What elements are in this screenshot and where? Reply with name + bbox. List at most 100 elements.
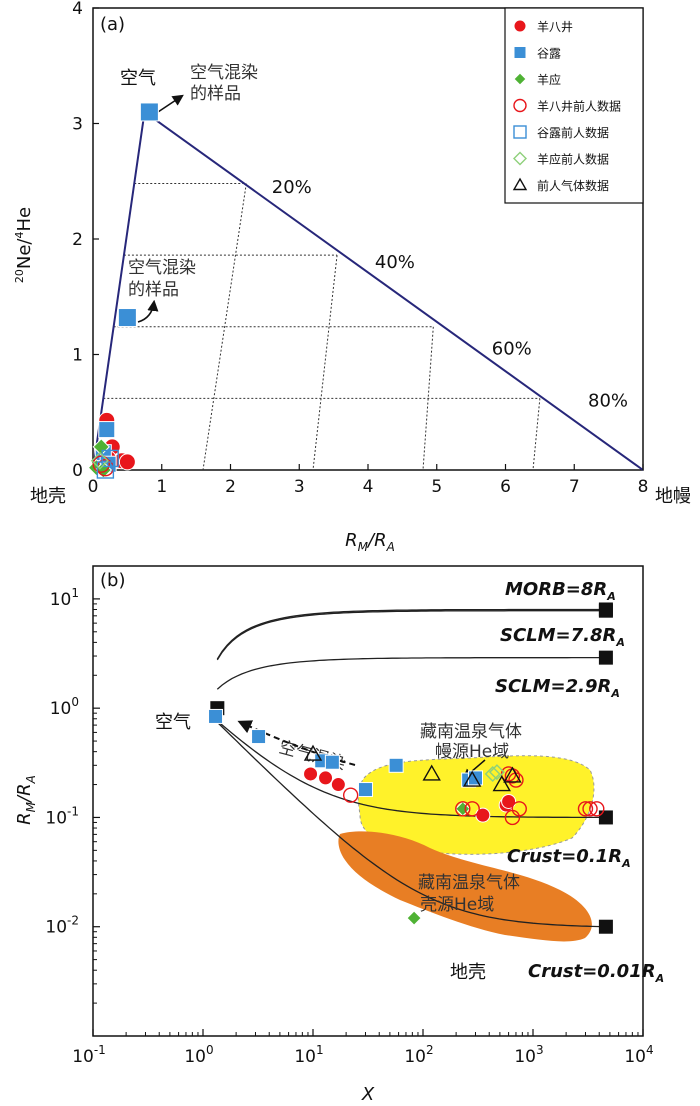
b-point-4-1: [488, 764, 505, 781]
panel-b-frame: [92, 565, 644, 1037]
mantle-percent-labels: 20% 40% 60% 80%: [272, 177, 628, 412]
b-x-tick-label-4: 103: [514, 1043, 543, 1067]
mantle-percent-1: 40%: [375, 252, 415, 273]
crust-region-label-1: 藏南温泉气体: [418, 873, 520, 893]
panel-b-y-label: RM/RA: [14, 775, 38, 825]
b-point-1-3: [324, 754, 340, 770]
air-contaminated-label-upper-2: 的样品: [190, 84, 241, 104]
a-point-5-0: [96, 461, 115, 479]
panel-b-air-label: 空气: [155, 712, 191, 733]
mixing-curve-label-0: MORB=8RA: [505, 579, 616, 603]
legend-marker-3: [513, 98, 527, 113]
mixing-curve-2: [216, 656, 606, 690]
b-x-tick-label-5: 104: [624, 1043, 653, 1067]
panel-b-x-ticks: 10-1 100 101 102 103 104: [72, 1029, 654, 1067]
b-point-0-1: [318, 770, 334, 786]
legend-marker-0: [513, 19, 527, 33]
mantle-percent-0: 20%: [272, 177, 312, 198]
air-endmember-label: 空气: [120, 68, 156, 89]
endmember-square-4: [598, 919, 613, 934]
air-contaminated-arrow-upper: [157, 94, 184, 113]
mantle-fraction-diagonal-1: [312, 255, 338, 471]
b-y-tick-label-3: 101: [50, 586, 79, 610]
b-point-5-0: [303, 744, 323, 761]
legend-label-5: 羊应前人数据: [537, 152, 609, 167]
x-tick-label-5: 5: [431, 477, 442, 497]
air-contaminated-arrow-lower: [137, 299, 159, 323]
a-point-0-0: [139, 102, 159, 122]
air-contaminated-label-lower-2: 的样品: [128, 280, 179, 300]
mixing-curve-label-3: Crust=0.1RA: [507, 846, 631, 870]
crust-he-region: [338, 831, 592, 942]
x-tick-label-4: 4: [363, 477, 374, 497]
endmember-square-3: [598, 810, 613, 825]
legend-label-6: 前人气体数据: [537, 178, 609, 193]
panel-a-data-points: [87, 102, 159, 479]
x-tick-label-2: 2: [225, 477, 236, 497]
y-tick-label-2: 2: [72, 230, 83, 250]
b-point-0-2: [330, 777, 346, 793]
b-point-3-2: [464, 801, 480, 817]
mantle-fraction-diagonal-0: [202, 183, 247, 471]
endmember-square-2: [598, 650, 613, 665]
air-contaminated-label-lower: 空气混染: [128, 258, 196, 278]
b-point-4-0: [484, 765, 501, 782]
b-point-1-5: [388, 757, 404, 773]
b-point-0-5: [501, 793, 517, 809]
legend-label-3: 羊八井前人数据: [537, 99, 621, 114]
panel-b-x-label: X: [361, 1084, 375, 1102]
b-point-5-3: [492, 775, 511, 792]
b-y-tick-label-0: 10-2: [45, 914, 79, 938]
mantle-fraction-diagonal-3: [532, 398, 541, 471]
mantle-he-region: [357, 755, 595, 855]
mixing-curve-label-2: SCLM=2.9RA: [495, 676, 620, 700]
air-contaminated-label-upper: 空气混染: [190, 63, 258, 83]
b-point-1-4: [357, 782, 373, 798]
b-point-3-1: [455, 801, 471, 817]
mantle-percent-3: 80%: [588, 390, 628, 411]
a-point-5-1: [101, 449, 119, 468]
b-point-1-0: [208, 708, 224, 724]
panel-b-crust-label: 地壳: [450, 962, 486, 983]
b-point-3-0: [342, 787, 359, 803]
b-point-1-1: [251, 729, 267, 745]
mantle-region-label-1: 藏南温泉气体: [420, 722, 522, 742]
a-point-2-0: [98, 421, 116, 439]
mixing-curve-4: [216, 721, 606, 928]
b-x-tick-label-2: 101: [294, 1043, 323, 1067]
endmember-square-1: [598, 603, 613, 618]
x-tick-label-7: 7: [569, 477, 580, 497]
b-point-3-10: [589, 801, 605, 817]
legend-marker-6: [512, 177, 528, 191]
mixing-curves: [210, 602, 613, 934]
mixing-curve-labels: MORB=8RA SCLM=7.8RA SCLM=2.9RA Crust=0.1RA C…: [495, 579, 664, 985]
mixing-curve-label-4: Crust=0.01RA: [528, 961, 664, 985]
y-tick-label-1: 1: [72, 346, 83, 366]
panel-b-air-contamination-arrow: [237, 720, 356, 766]
x-tick-label-6: 6: [500, 477, 511, 497]
legend-label-1: 谷露: [537, 47, 561, 61]
legend-marker-2: [513, 72, 527, 86]
b-point-0-3: [475, 807, 491, 823]
panel-a: (a) 20% 40% 60% 80% 0 1 2 3 4 5 6 7 8 0 1 2 3 4 RM/RA 2…: [13, 0, 691, 554]
mixing-curve-1: [216, 610, 606, 661]
y-tick-label-4: 4: [72, 0, 83, 19]
a-point-0-1: [117, 308, 137, 328]
legend-label-4: 谷露前人数据: [537, 125, 609, 140]
y-tick-label-0: 0: [72, 461, 83, 481]
b-point-5-4: [503, 766, 522, 783]
legend-box: [504, 7, 644, 204]
panel-a-x-label: RM/RA: [345, 530, 395, 554]
panel-b-label: (b): [100, 570, 125, 591]
a-point-1-3: [118, 453, 136, 471]
legend-label-0: 羊八井: [537, 19, 573, 34]
x-tick-label-8: 8: [638, 477, 649, 497]
mixing-curve-0: [216, 608, 606, 660]
b-point-3-7: [511, 801, 527, 817]
b-point-0-0: [303, 766, 319, 782]
legend-marker-1: [513, 46, 527, 59]
b-x-tick-label-3: 102: [404, 1043, 433, 1067]
crust-endmember-label: 地壳: [30, 486, 66, 507]
b-point-5-1: [422, 764, 441, 781]
